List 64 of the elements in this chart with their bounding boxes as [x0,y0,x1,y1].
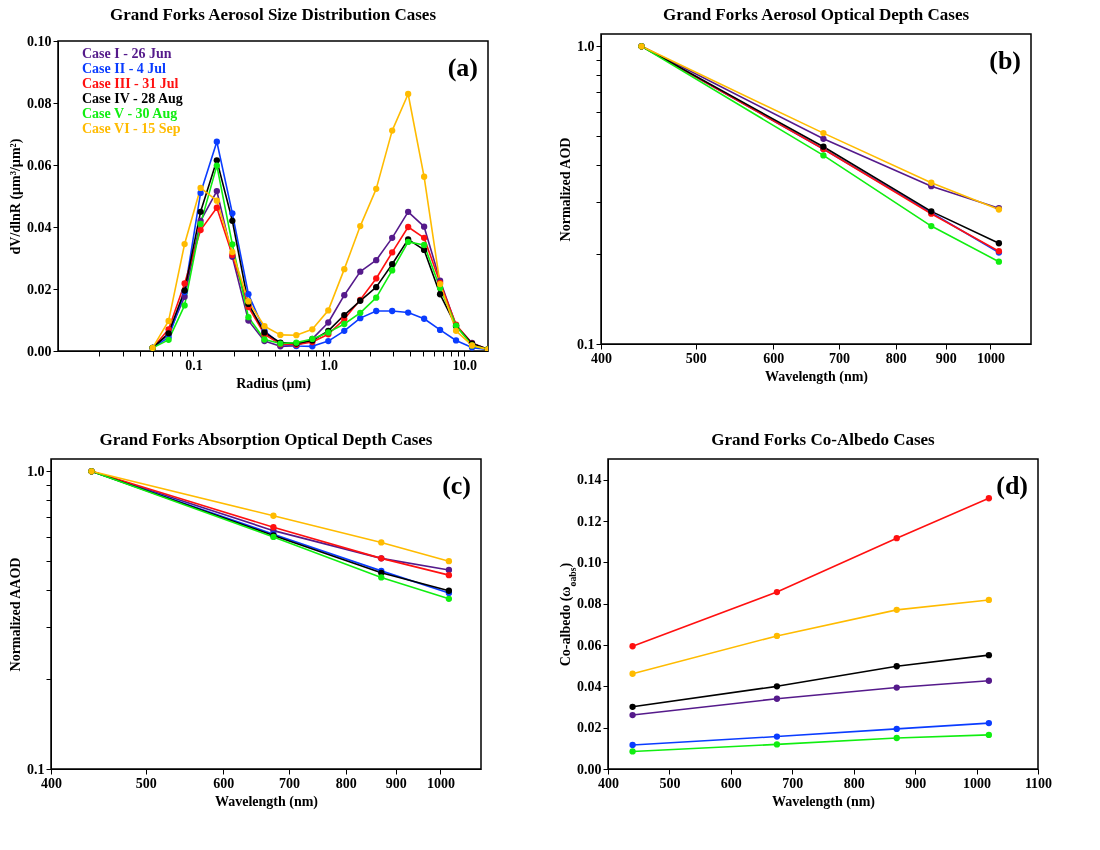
x-tick-label: 600 [213,775,235,791]
x-axis-title: Wavelength (nm) [214,793,319,810]
text: Case V - 30 Aug [82,106,178,121]
x-tick-label: 1000 [976,350,1005,366]
y-tick-label: 0.14 [577,472,602,488]
x-tick-label: 900 [385,775,407,791]
chart-title: Grand Forks Aerosol Optical Depth Cases [662,5,970,24]
y-tick-label: 1.0 [27,463,45,479]
annotation: (b) [989,46,1021,75]
x-axis-title: Wavelength (nm) [764,368,869,385]
y-tick-label: 0.06 [27,157,52,173]
y-axis-title: dV/dlnR (µm³/µm²) [8,138,24,255]
x-tick-label: 400 [591,350,612,366]
x-tick-label: 400 [598,775,619,791]
x-tick-label: 1000 [426,775,455,791]
y-axis-title: Normalized AAOD [8,557,23,672]
y-tick-label: 0.1 [27,761,45,777]
x-axis-title: Radius (µm) [236,375,312,392]
x-tick-label: 1100 [1024,775,1053,791]
y-tick-label: 0.02 [27,281,52,297]
x-tick-label: 800 [335,775,357,791]
y-tick-label: 0.10 [577,554,602,570]
text: Case I - 26 Jun [82,46,172,61]
x-tick-label: 600 [720,775,742,791]
y-tick-label: 0.08 [27,95,52,111]
y-tick-label: 0.00 [27,343,52,359]
chart-title: Grand Forks Co-Albedo Cases [711,430,936,449]
x-tick-label: 700 [828,350,850,366]
chart-title: Grand Forks Absorption Optical Depth Cases [99,430,433,449]
y-axis-title: Normalized AOD [558,137,573,242]
x-tick-label: 700 [782,775,804,791]
x-axis-title: Wavelength (nm) [771,793,876,810]
x-tick-label: 900 [905,775,927,791]
y-tick-label: 0.10 [27,33,52,49]
annotation: (d) [996,471,1028,500]
x-tick-label: 500 [135,775,157,791]
x-tick-label: 600 [763,350,785,366]
x-tick-label: 400 [41,775,62,791]
x-tick-label: 500 [659,775,681,791]
y-tick-label: 0.12 [577,513,602,529]
y-tick-label: 1.0 [577,38,595,54]
y-tick-label: 0.04 [577,678,602,694]
text: Case VI - 15 Sep [82,121,181,136]
x-tick-label: 800 [843,775,865,791]
y-tick-label: 0.06 [577,637,602,653]
x-tick-label: 10.0 [452,357,477,373]
text: Case III - 31 Jul [82,76,179,91]
x-tick-label: 900 [935,350,957,366]
x-tick-label: 0.1 [185,357,203,373]
y-tick-label: 0.02 [577,720,602,736]
text: Case IV - 28 Aug [82,91,183,106]
x-tick-label: 1.0 [320,357,339,373]
x-tick-label: 700 [278,775,300,791]
y-tick-label: 0.08 [577,596,602,612]
y-tick-label: 0.04 [27,219,52,235]
annotation: (a) [447,53,478,82]
x-tick-label: 1000 [963,775,992,791]
chart-title: Grand Forks Aerosol Size Distribution Cases [109,5,437,24]
annotation: (c) [442,471,471,500]
x-tick-label: 800 [885,350,907,366]
text: Case II - 4 Jul [82,61,167,76]
y-tick-label: 0.1 [577,336,595,352]
y-tick-label: 0.00 [577,761,602,777]
x-tick-label: 500 [685,350,707,366]
